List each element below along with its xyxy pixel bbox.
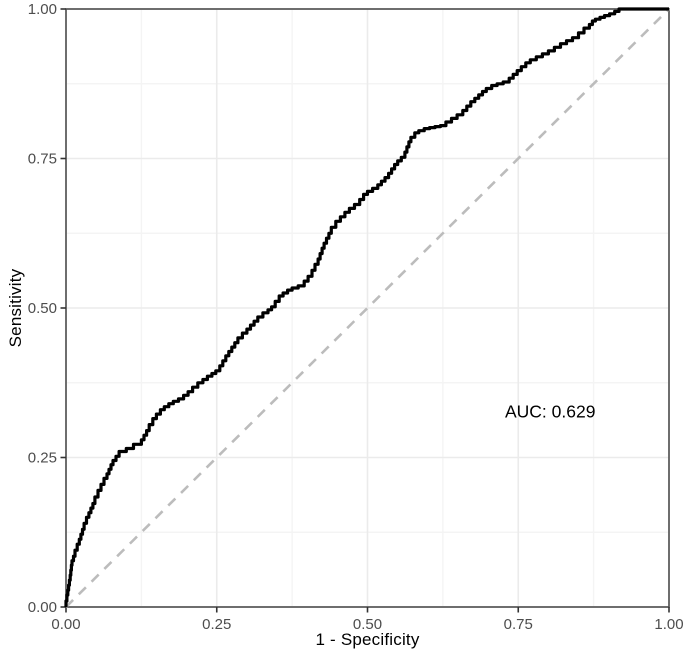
x-axis-title: 1 - Specificity	[315, 630, 420, 649]
x-tick-label: 0.75	[504, 616, 533, 633]
y-tick-label: 0.50	[28, 300, 57, 317]
y-tick-label: 0.00	[28, 599, 57, 616]
roc-curve-line	[64, 7, 669, 607]
chance-diagonal-line	[65, 8, 670, 608]
x-tick-label: 0.00	[51, 616, 80, 633]
x-tick-label: 0.25	[202, 616, 231, 633]
y-tick-label: 0.25	[28, 450, 57, 467]
x-tick-label: 0.50	[353, 616, 382, 633]
y-tick-label: 1.00	[28, 1, 57, 18]
auc-annotation: AUC: 0.629	[504, 401, 596, 422]
y-tick-label: 0.75	[28, 151, 57, 168]
y-axis-title: Sensitivity	[6, 268, 25, 348]
x-tick-label: 1.00	[654, 616, 683, 633]
